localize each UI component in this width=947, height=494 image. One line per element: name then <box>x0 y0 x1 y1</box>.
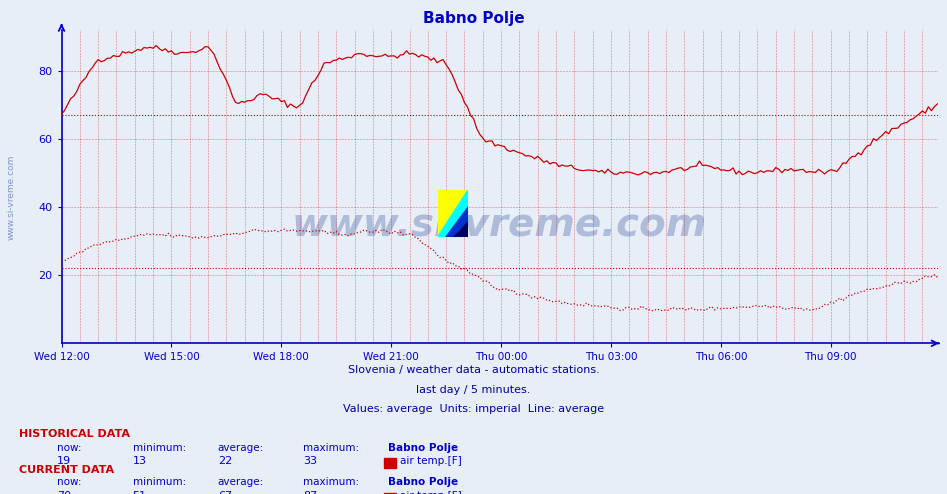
Text: 51: 51 <box>133 491 147 494</box>
Text: 70: 70 <box>57 491 71 494</box>
Polygon shape <box>438 190 468 237</box>
Text: 33: 33 <box>303 456 317 466</box>
Text: air temp.[F]: air temp.[F] <box>400 491 461 494</box>
Text: www.si-vreme.com: www.si-vreme.com <box>7 155 16 240</box>
Polygon shape <box>445 206 468 237</box>
Text: www.si-vreme.com: www.si-vreme.com <box>292 205 707 243</box>
Text: 87: 87 <box>303 491 317 494</box>
Text: Babno Polje: Babno Polje <box>388 477 458 487</box>
Text: CURRENT DATA: CURRENT DATA <box>19 465 114 475</box>
Text: 22: 22 <box>218 456 232 466</box>
Text: average:: average: <box>218 477 264 487</box>
Polygon shape <box>453 221 468 237</box>
Text: last day / 5 minutes.: last day / 5 minutes. <box>417 385 530 395</box>
Text: Values: average  Units: imperial  Line: average: Values: average Units: imperial Line: av… <box>343 405 604 414</box>
Text: minimum:: minimum: <box>133 443 186 453</box>
Text: air temp.[F]: air temp.[F] <box>400 456 461 466</box>
Text: average:: average: <box>218 443 264 453</box>
Text: Slovenia / weather data - automatic stations.: Slovenia / weather data - automatic stat… <box>348 365 599 375</box>
Polygon shape <box>438 190 468 237</box>
Text: maximum:: maximum: <box>303 477 359 487</box>
Text: Babno Polje: Babno Polje <box>388 443 458 453</box>
Text: HISTORICAL DATA: HISTORICAL DATA <box>19 429 130 439</box>
Text: now:: now: <box>57 443 81 453</box>
Text: minimum:: minimum: <box>133 477 186 487</box>
Text: 13: 13 <box>133 456 147 466</box>
Text: maximum:: maximum: <box>303 443 359 453</box>
Text: now:: now: <box>57 477 81 487</box>
Text: 19: 19 <box>57 456 71 466</box>
Text: 67: 67 <box>218 491 232 494</box>
Text: Babno Polje: Babno Polje <box>422 11 525 26</box>
